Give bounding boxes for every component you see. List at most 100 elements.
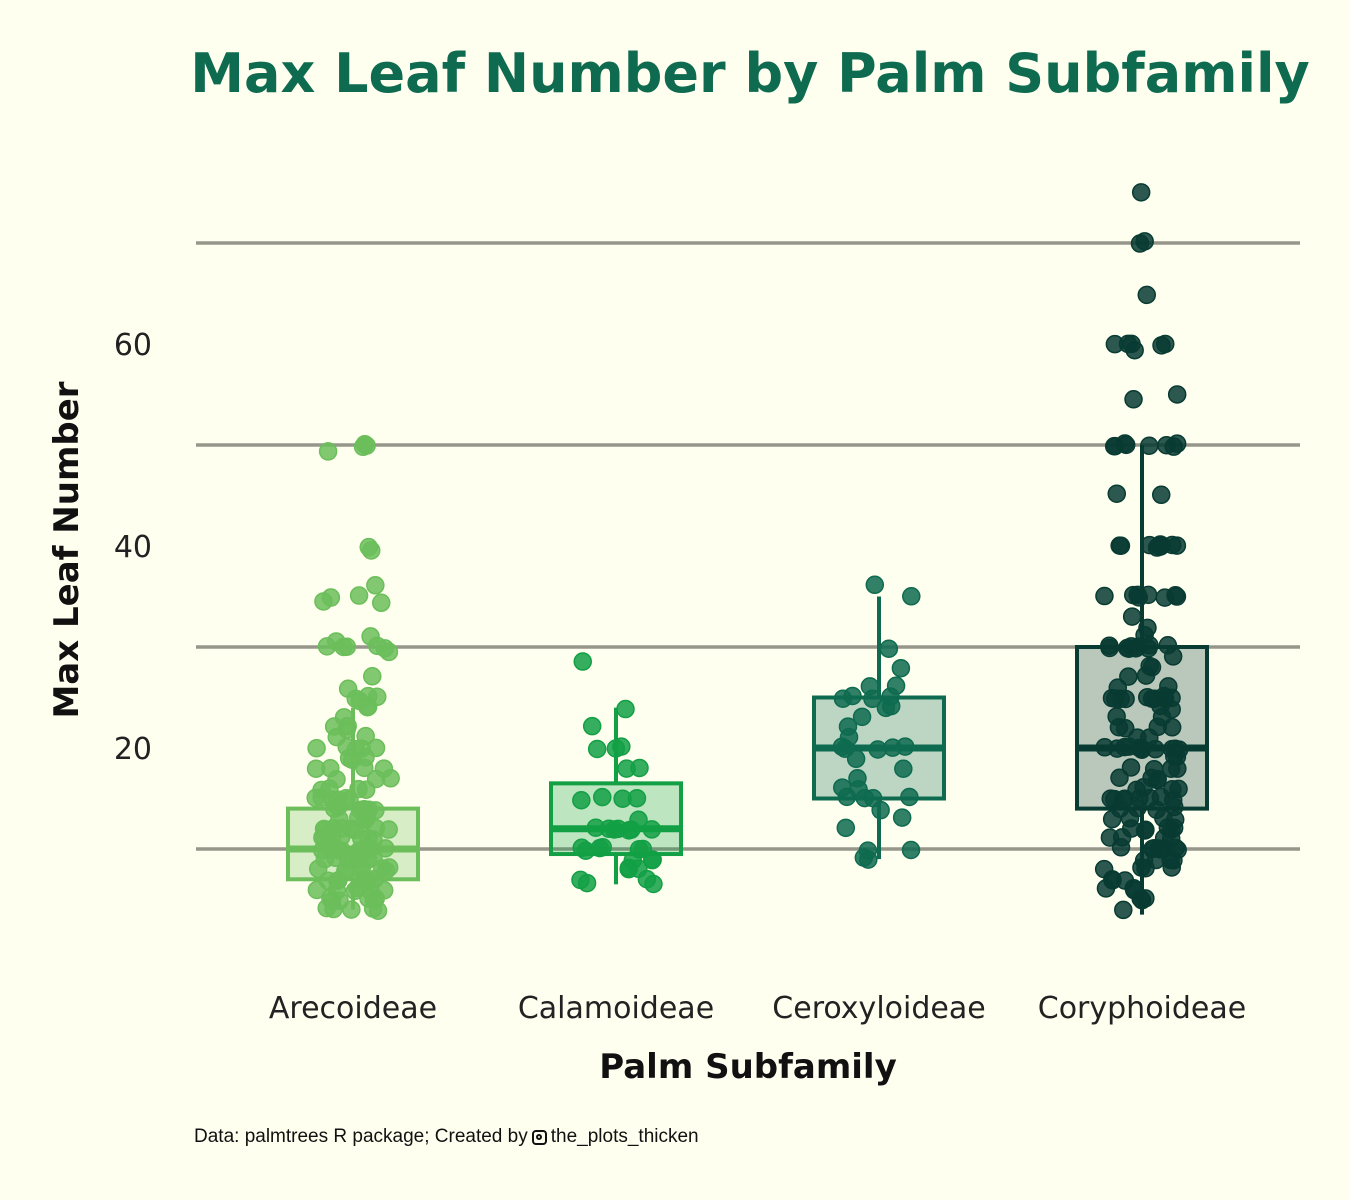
data-point bbox=[1135, 232, 1154, 251]
data-point bbox=[612, 737, 631, 756]
data-point bbox=[1110, 536, 1129, 555]
data-point bbox=[572, 791, 591, 810]
y-tick-labels: 20 40 60 bbox=[114, 328, 152, 767]
data-point bbox=[1100, 638, 1119, 658]
data-point bbox=[342, 900, 361, 919]
data-point bbox=[582, 716, 602, 736]
data-point bbox=[593, 787, 612, 807]
data-point bbox=[1140, 535, 1159, 555]
y-tick-label: 20 bbox=[114, 732, 152, 767]
data-point bbox=[1110, 768, 1129, 787]
data-point bbox=[1135, 821, 1155, 840]
data-point bbox=[317, 637, 337, 656]
instagram-icon bbox=[531, 1129, 547, 1145]
data-point bbox=[1139, 436, 1159, 456]
data-point bbox=[573, 652, 593, 671]
data-point bbox=[306, 759, 326, 778]
data-point bbox=[324, 899, 343, 919]
y-tick-label: 60 bbox=[114, 328, 152, 363]
data-point bbox=[1102, 809, 1122, 829]
data-point bbox=[879, 639, 899, 658]
data-point bbox=[1166, 586, 1185, 605]
caption-handle: the_plots_thicken bbox=[550, 1126, 699, 1147]
data-point bbox=[1168, 759, 1187, 778]
data-point bbox=[307, 738, 326, 758]
data-point bbox=[644, 874, 663, 894]
data-point bbox=[1096, 879, 1116, 898]
data-point bbox=[616, 699, 635, 719]
data-point bbox=[1115, 719, 1135, 738]
data-point bbox=[1137, 285, 1157, 305]
data-point bbox=[1123, 585, 1143, 605]
data-point bbox=[379, 858, 399, 877]
x-tick-labels: Arecoideae Calamoideae Ceroxyloideae Coryph… bbox=[269, 991, 1246, 1026]
data-point bbox=[357, 436, 376, 455]
x-axis-title: Palm Subfamily bbox=[599, 1047, 897, 1087]
box-group-coryphoideae bbox=[1075, 183, 1209, 920]
data-point bbox=[863, 689, 882, 709]
data-point bbox=[846, 749, 866, 769]
data-point bbox=[1107, 739, 1127, 758]
caption: Data: palmtrees R package; Created by th… bbox=[194, 1126, 699, 1148]
data-point bbox=[355, 758, 374, 778]
data-point bbox=[832, 737, 852, 756]
x-tick-label: Coryphoideae bbox=[1038, 991, 1246, 1026]
data-point bbox=[358, 697, 378, 716]
data-point bbox=[1167, 385, 1187, 404]
y-axis-title: Max Leaf Number bbox=[47, 381, 87, 718]
data-point bbox=[642, 820, 662, 839]
data-point bbox=[891, 658, 911, 678]
data-point bbox=[843, 686, 862, 706]
data-point bbox=[587, 739, 607, 759]
data-point bbox=[577, 873, 597, 893]
data-point bbox=[1125, 340, 1144, 360]
data-point bbox=[852, 707, 872, 727]
data-point bbox=[361, 541, 381, 560]
data-point bbox=[622, 820, 641, 839]
data-point bbox=[1114, 900, 1133, 920]
data-point bbox=[1155, 334, 1175, 354]
data-point bbox=[1136, 889, 1155, 908]
data-point bbox=[314, 592, 333, 611]
data-point bbox=[1121, 758, 1141, 777]
data-point bbox=[894, 759, 913, 779]
data-point bbox=[859, 850, 878, 869]
data-point bbox=[1162, 858, 1182, 877]
data-point bbox=[371, 593, 391, 613]
data-point bbox=[366, 576, 385, 595]
data-point bbox=[1105, 436, 1125, 456]
data-point bbox=[617, 759, 636, 778]
data-point bbox=[865, 575, 885, 595]
data-point bbox=[306, 788, 325, 808]
data-point bbox=[619, 859, 638, 879]
data-point bbox=[1131, 183, 1151, 202]
chart-title: Max Leaf Number by Palm Subfamily bbox=[190, 42, 1309, 105]
data-point bbox=[349, 586, 369, 605]
box-group-arecoideae bbox=[286, 435, 420, 921]
box-group-calamoideae bbox=[549, 652, 683, 894]
data-point bbox=[1107, 484, 1127, 503]
data-point bbox=[1124, 390, 1143, 409]
data-point bbox=[1122, 607, 1142, 626]
data-point bbox=[1130, 738, 1149, 758]
data-point bbox=[900, 787, 919, 807]
data-point bbox=[1151, 485, 1171, 505]
data-point bbox=[836, 818, 856, 838]
data-point bbox=[901, 840, 921, 860]
data-point bbox=[576, 841, 596, 860]
data-point bbox=[308, 859, 328, 879]
data-point bbox=[1136, 666, 1156, 685]
data-point bbox=[643, 850, 662, 869]
data-point bbox=[379, 642, 399, 662]
data-point bbox=[363, 667, 382, 686]
data-point bbox=[381, 769, 400, 788]
box-groups bbox=[286, 183, 1209, 921]
data-point bbox=[837, 787, 857, 807]
data-point bbox=[892, 808, 912, 827]
data-point bbox=[1163, 647, 1183, 666]
data-point bbox=[363, 899, 383, 918]
data-point bbox=[1111, 838, 1131, 857]
data-point bbox=[871, 800, 890, 820]
